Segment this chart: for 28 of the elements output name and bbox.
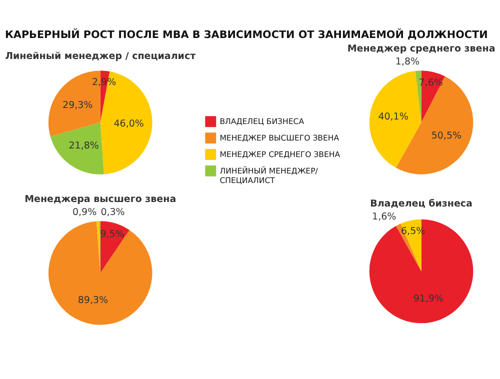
data-label: 40,1% [378,111,408,122]
pie-slice [96,221,100,273]
legend-label: ВЛАДЕЛЕЦ БИЗНЕСА [220,117,305,126]
data-label: 50,5% [431,130,462,142]
chart-title: Менеджера высшего звена [24,194,176,206]
pie-slice [415,70,422,122]
data-label: 0,3% [100,207,125,218]
data-label: 1,8% [395,56,420,68]
chart-title: Владелец бизнеса [370,198,472,210]
text: КАРЬЕРНЫЙ РОСТ ПОСЛЕ MBA В ЗАВИСИМОСТИ ОТ ЗАНИМАЕМОЙ ДОЛЖНОСТИ [4,28,488,41]
data-label: 89,3% [78,295,108,306]
data-label: 1,6% [372,212,396,223]
pie-slice [369,219,474,324]
pie-slice [48,221,152,325]
legend-label: МЕНЕДЖЕР СРЕДНЕГО ЗВЕНА [220,150,341,160]
data-label: 2,9% [92,76,116,88]
data-label: 0,9% [72,207,97,218]
data-label: 46,0% [114,118,144,130]
legend-label: МЕНЕДЖЕР ВЫСШЕГО ЗВЕНА [220,134,340,143]
data-label: 91,9% [413,293,444,304]
chart-title: Линейный менеджер / специалист [5,50,196,62]
chart-title: Менеджер среднего звена [347,44,496,55]
data-label: 29,3% [62,100,93,111]
legend-label: ЛИНЕЙНЫЙ МЕНЕДЖЕР/ СПЕЦИАЛИСТ [220,166,318,186]
pie-slice [369,70,422,168]
data-label: 21,8% [68,140,99,152]
data-label: 9,5% [100,228,124,240]
pie-slice [50,122,104,174]
